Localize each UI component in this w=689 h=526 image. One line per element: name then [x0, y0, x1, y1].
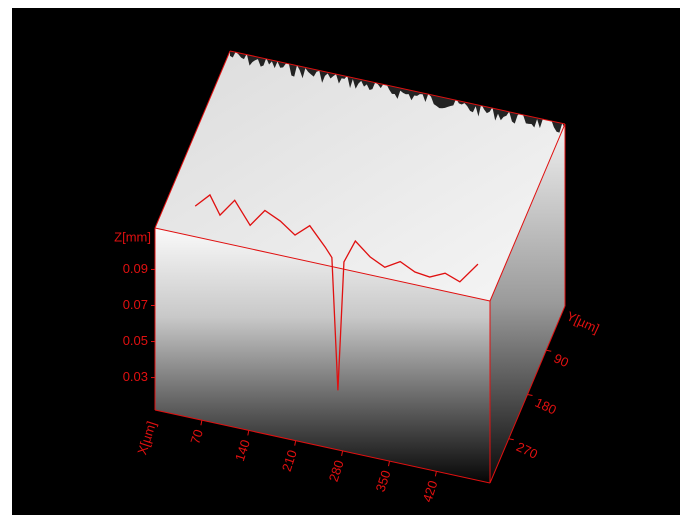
- z-tick-label: 0.09: [123, 261, 148, 276]
- x-tick: [388, 461, 390, 467]
- box-edge: [154, 409, 491, 484]
- box-edge: [489, 123, 566, 302]
- x-tick-label: 350: [373, 468, 394, 493]
- x-tick-label: 420: [420, 479, 441, 504]
- y-tick-label: 90: [552, 350, 571, 370]
- box-edge: [229, 50, 566, 125]
- top-face: [155, 51, 565, 301]
- z-tick-label: 0.03: [123, 369, 148, 384]
- x-tick: [200, 420, 203, 426]
- x-tick: [247, 430, 250, 436]
- top-edge-texture: [230, 49, 565, 133]
- front-face: [155, 228, 490, 483]
- box-edge: [154, 227, 491, 302]
- x-tick-label: 210: [279, 448, 300, 473]
- x-tick-label: 140: [232, 438, 253, 463]
- z-tick-label: 0.05: [123, 333, 148, 348]
- profile-line: [194, 193, 479, 391]
- x-tick-label: 70: [187, 428, 206, 446]
- side-face: [490, 124, 565, 483]
- z-axis-label: Z[mm]: [114, 229, 151, 244]
- y-tick: [508, 438, 514, 441]
- z-tick-label: 0.07: [123, 297, 148, 312]
- x-tick: [341, 450, 344, 456]
- y-tick: [527, 394, 533, 396]
- box-edge: [154, 50, 231, 229]
- x-tick: [434, 471, 437, 477]
- y-tick: [546, 349, 552, 352]
- x-tick: [294, 440, 297, 446]
- x-tick-label: 280: [326, 458, 347, 483]
